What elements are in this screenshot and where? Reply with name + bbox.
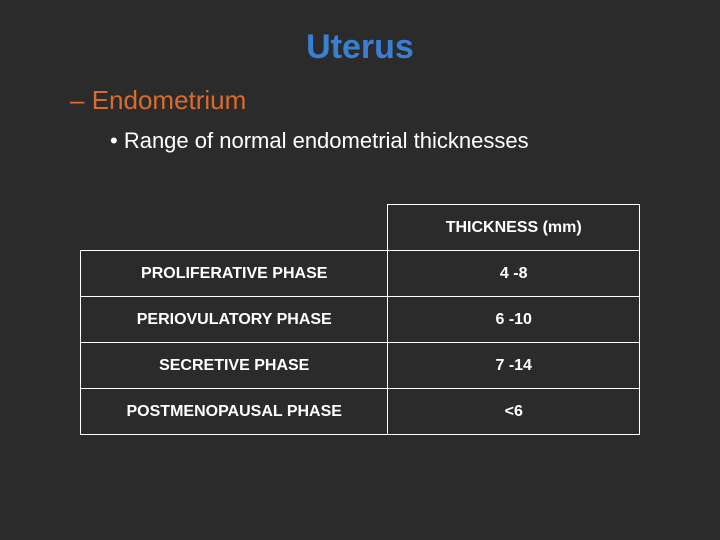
row-value: <6 [388, 389, 640, 435]
header-thickness-cell: THICKNESS (mm) [388, 205, 640, 251]
subheading-level-1: – Endometrium [70, 85, 680, 116]
row-label: POSTMENOPAUSAL PHASE [81, 389, 388, 435]
sub2-prefix: • [110, 128, 124, 153]
sub1-prefix: – [70, 85, 92, 115]
table-row: PERIOVULATORY PHASE 6 -10 [81, 297, 640, 343]
table-row: SECRETIVE PHASE 7 -14 [81, 343, 640, 389]
row-label: PERIOVULATORY PHASE [81, 297, 388, 343]
table-container: THICKNESS (mm) PROLIFERATIVE PHASE 4 -8 … [40, 204, 680, 435]
sub1-text: Endometrium [92, 85, 247, 115]
table-row: POSTMENOPAUSAL PHASE <6 [81, 389, 640, 435]
row-label: PROLIFERATIVE PHASE [81, 251, 388, 297]
row-label: SECRETIVE PHASE [81, 343, 388, 389]
row-value: 7 -14 [388, 343, 640, 389]
table-header-row: THICKNESS (mm) [81, 205, 640, 251]
row-value: 4 -8 [388, 251, 640, 297]
row-value: 6 -10 [388, 297, 640, 343]
sub2-text: Range of normal endometrial thicknesses [124, 128, 529, 153]
subheading-level-2: • Range of normal endometrial thicknesse… [110, 128, 680, 154]
thickness-table: THICKNESS (mm) PROLIFERATIVE PHASE 4 -8 … [80, 204, 640, 435]
slide-title: Uterus [40, 28, 680, 67]
table-row: PROLIFERATIVE PHASE 4 -8 [81, 251, 640, 297]
title-text: Uterus [306, 28, 414, 66]
header-empty-cell [81, 205, 388, 251]
slide-container: Uterus – Endometrium • Range of normal e… [0, 0, 720, 540]
